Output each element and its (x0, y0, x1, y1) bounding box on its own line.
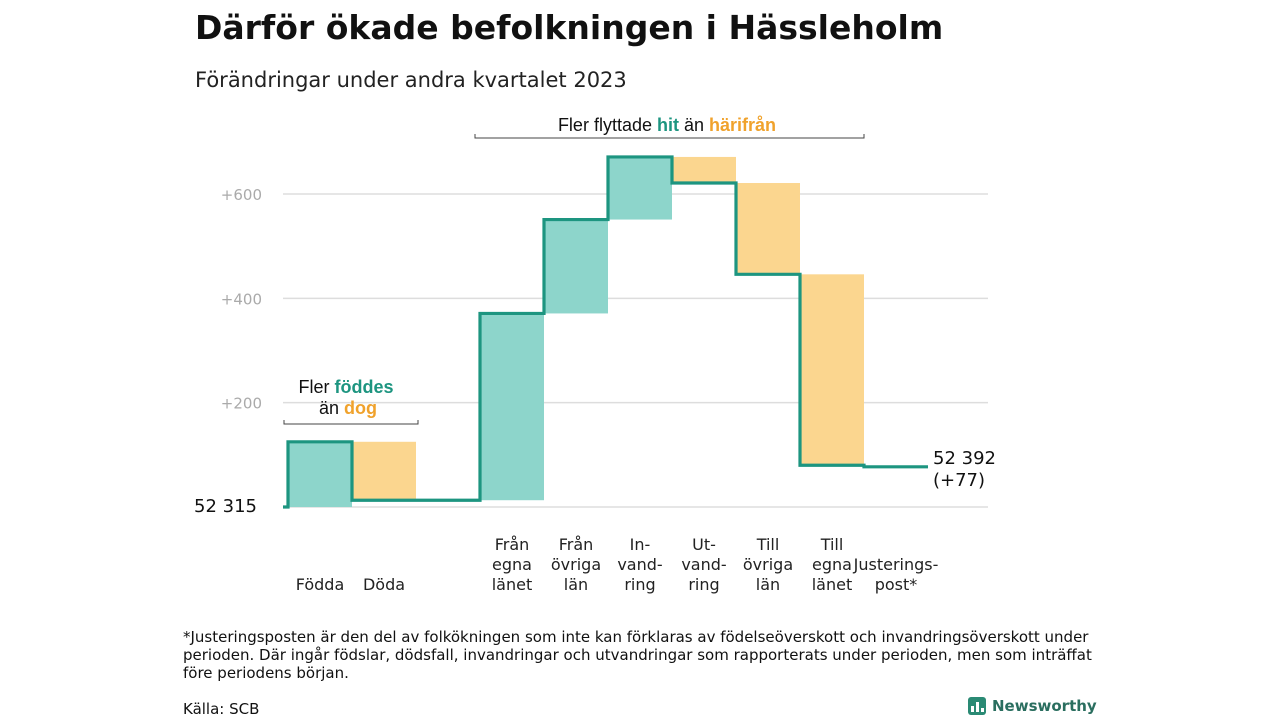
waterfall-bar (288, 441, 352, 507)
annotation-deaths: än dog (319, 398, 377, 418)
category-label: länet (492, 575, 533, 594)
category-label: län (756, 575, 780, 594)
category-label: egna (812, 555, 852, 574)
category-label: ring (624, 575, 655, 594)
waterfall-bar (736, 183, 800, 275)
annotation-bracket-migration (474, 134, 865, 139)
waterfall-bar (800, 274, 864, 466)
waterfall-bar (480, 313, 544, 501)
category-label: Till (820, 535, 844, 554)
annotation-bracket-natural (283, 420, 419, 425)
category-label: länet (812, 575, 853, 594)
waterfall-bar (608, 156, 672, 220)
category-label: övriga (743, 555, 793, 574)
y-tick-label: +400 (221, 290, 262, 308)
end-value-label: 52 392 (933, 448, 996, 469)
category-label: län (564, 575, 588, 594)
category-label: Födda (296, 575, 345, 594)
chart-subtitle: Förändringar under andra kvartalet 2023 (195, 68, 627, 92)
waterfall-bar (544, 219, 608, 314)
source-note: Källa: SCB (183, 700, 260, 718)
annotation-migration: Fler flyttade hit än härifrån (558, 115, 776, 135)
bar-chart-icon (968, 697, 986, 715)
category-label: post* (875, 575, 918, 594)
category-label: Justerings- (853, 555, 939, 574)
waterfall-bar (352, 441, 416, 501)
category-label: egna (492, 555, 532, 574)
brand-name: Newsworthy (992, 697, 1097, 715)
category-label: Ut- (692, 535, 716, 554)
waterfall-bar (672, 156, 736, 184)
footnote: *Justeringsposten är den del av folkökni… (183, 628, 1092, 682)
y-tick-label: +600 (221, 186, 262, 204)
category-label: Till (756, 535, 780, 554)
category-label: In- (630, 535, 651, 554)
start-value-label: 52 315 (194, 496, 257, 517)
brand-logo: Newsworthy (968, 697, 1097, 715)
category-label: ring (688, 575, 719, 594)
category-label: Döda (363, 575, 405, 594)
y-tick-label: +200 (221, 395, 262, 413)
category-label: vand- (617, 555, 662, 574)
category-label: vand- (681, 555, 726, 574)
category-label: Från (495, 535, 530, 554)
category-label: Från (559, 535, 594, 554)
category-label: övriga (551, 555, 601, 574)
cumulative-step-line (283, 155, 928, 509)
chart-title: Därför ökade befolkningen i Hässleholm (195, 8, 944, 47)
end-change-label: (+77) (933, 470, 985, 491)
annotation-births: Fler föddes (298, 377, 393, 397)
